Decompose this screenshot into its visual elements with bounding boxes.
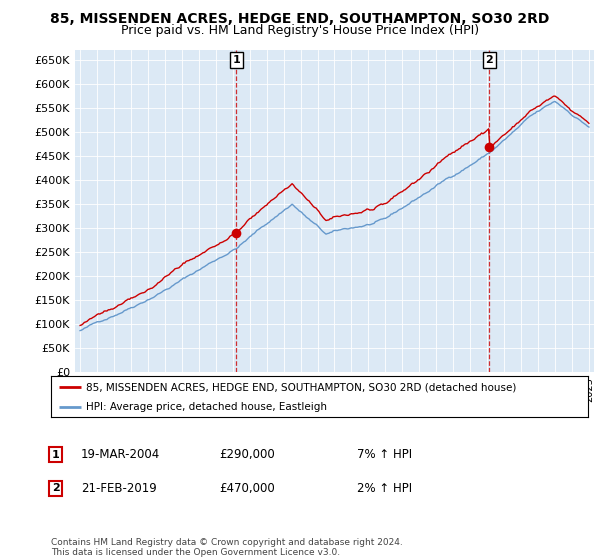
Text: 2% ↑ HPI: 2% ↑ HPI (357, 482, 412, 495)
Text: 21-FEB-2019: 21-FEB-2019 (81, 482, 157, 495)
Text: Contains HM Land Registry data © Crown copyright and database right 2024.
This d: Contains HM Land Registry data © Crown c… (51, 538, 403, 557)
Text: £470,000: £470,000 (219, 482, 275, 495)
Text: 7% ↑ HPI: 7% ↑ HPI (357, 448, 412, 461)
Text: 85, MISSENDEN ACRES, HEDGE END, SOUTHAMPTON, SO30 2RD: 85, MISSENDEN ACRES, HEDGE END, SOUTHAMP… (50, 12, 550, 26)
Text: 1: 1 (233, 55, 241, 65)
Text: 2: 2 (52, 483, 59, 493)
Text: 19-MAR-2004: 19-MAR-2004 (81, 448, 160, 461)
Text: Price paid vs. HM Land Registry's House Price Index (HPI): Price paid vs. HM Land Registry's House … (121, 24, 479, 36)
Text: £290,000: £290,000 (219, 448, 275, 461)
Text: HPI: Average price, detached house, Eastleigh: HPI: Average price, detached house, East… (86, 402, 327, 412)
Text: 85, MISSENDEN ACRES, HEDGE END, SOUTHAMPTON, SO30 2RD (detached house): 85, MISSENDEN ACRES, HEDGE END, SOUTHAMP… (86, 382, 516, 393)
Text: 2: 2 (485, 55, 493, 65)
Text: 1: 1 (52, 450, 59, 460)
